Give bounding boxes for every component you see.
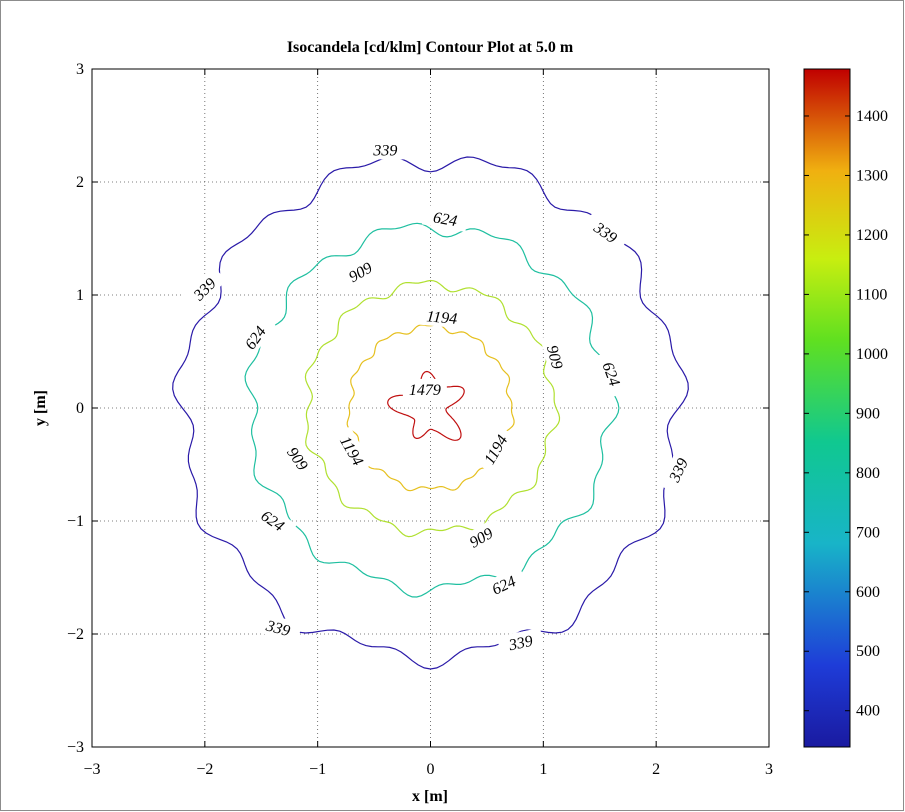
contour-label-bg — [363, 139, 408, 160]
y-tick-label: 1 — [76, 287, 84, 304]
contour-label-bg — [582, 211, 630, 253]
x-axis-label: x [m] — [412, 788, 448, 805]
contour-label-bg — [496, 627, 545, 657]
x-tick-label: 3 — [765, 761, 773, 778]
colorbar-ticks: 400 500 600 700 800 900 1000 1100 1200 1300 1400 — [804, 108, 888, 720]
contour-label-bg — [254, 612, 303, 643]
colorbar-tick-label: 700 — [856, 524, 880, 541]
x-tick-label: −3 — [83, 761, 100, 778]
contour-label: 339 — [506, 633, 534, 655]
x-tick-label: 2 — [652, 761, 660, 778]
colorbar-tick-label: 800 — [856, 465, 880, 482]
contour-624 — [244, 222, 620, 598]
x-tick-label: −1 — [309, 761, 326, 778]
colorbar-tick-label: 1200 — [856, 227, 888, 244]
contour-label-bg — [421, 204, 469, 232]
colorbar — [803, 68, 851, 748]
contour-909 — [304, 279, 561, 538]
contour-label-bg — [419, 304, 465, 329]
y-tick-label: 0 — [76, 400, 84, 417]
contour-labels: 3393393393393393396246246246246249099099… — [181, 139, 697, 657]
contour-label-bg — [233, 313, 276, 362]
y-tick-label: 3 — [76, 61, 84, 78]
axis-ticks: −3 −2 −1 0 1 2 3 −3 −2 −1 0 1 2 3 — [67, 61, 773, 778]
contour-label-bg — [595, 349, 629, 398]
contour-label: 1194 — [426, 308, 458, 328]
contour-label-bg — [475, 425, 515, 474]
colorbar-tick-label: 600 — [856, 584, 880, 601]
contour-label-bg — [456, 517, 505, 557]
contour-label: 909 — [543, 343, 566, 371]
colorbar-tick-label: 900 — [856, 405, 880, 422]
contour-1194 — [346, 324, 515, 492]
contour-label-bg — [659, 445, 697, 494]
contour-339 — [172, 156, 689, 670]
colorbar-tick-label: 500 — [856, 643, 880, 660]
colorbar-tick-label: 1300 — [856, 167, 888, 184]
colorbar-tick-label: 400 — [856, 703, 880, 720]
contour-label-bg — [181, 266, 227, 312]
y-tick-label: −3 — [67, 739, 84, 756]
contour-label: 624 — [432, 209, 459, 230]
contour-lines — [172, 156, 689, 670]
y-tick-label: −1 — [67, 513, 84, 530]
contour-label-bg — [332, 426, 373, 475]
contour-label-bg — [540, 333, 571, 381]
contour-label-bg — [479, 566, 528, 603]
contour-label: 339 — [263, 617, 292, 640]
y-tick-label: 2 — [76, 174, 84, 191]
x-tick-label: −2 — [196, 761, 213, 778]
y-tick-label: −2 — [67, 626, 84, 643]
chart-title: Isocandela [cd/klm] Contour Plot at 5.0 … — [287, 39, 574, 56]
contour-label: 339 — [372, 142, 397, 159]
y-axis-label: y [m] — [32, 390, 49, 426]
contour-label-bg — [402, 378, 447, 399]
grid-lines — [92, 69, 769, 747]
contour-label-bg — [249, 499, 297, 541]
contour-label-bg — [277, 434, 319, 483]
colorbar-tick-label: 1000 — [856, 346, 888, 363]
contour-label: 1479 — [409, 382, 441, 399]
x-tick-label: 1 — [539, 761, 547, 778]
colorbar-tick-label: 1400 — [856, 108, 888, 125]
x-tick-label: 0 — [427, 761, 435, 778]
contour-label-bg — [335, 251, 385, 292]
colorbar-tick-label: 1100 — [856, 286, 887, 303]
